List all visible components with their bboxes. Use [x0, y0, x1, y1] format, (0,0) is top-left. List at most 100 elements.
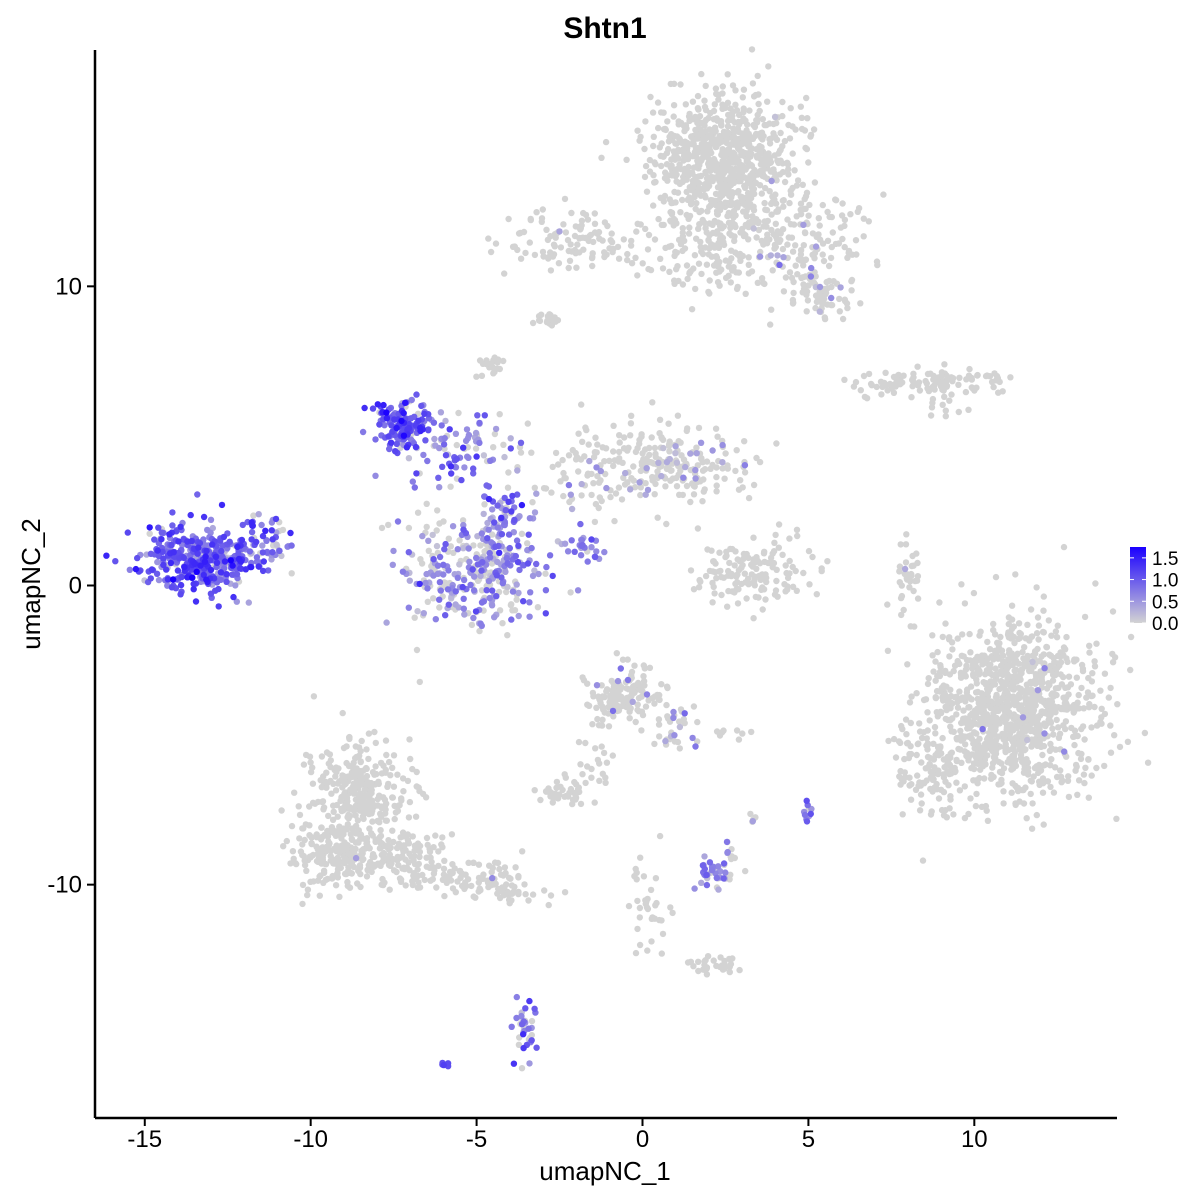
scatter-point — [643, 465, 650, 472]
scatter-point — [913, 690, 920, 697]
scatter-point — [701, 219, 708, 226]
scatter-point — [820, 295, 828, 303]
scatter-point — [504, 560, 511, 567]
scatter-point — [772, 220, 779, 227]
scatter-point — [427, 854, 434, 861]
scatter-point — [1074, 791, 1081, 798]
scatter-point — [625, 902, 633, 910]
scatter-point — [800, 221, 807, 228]
scatter-point — [245, 599, 252, 606]
scatter-point — [931, 723, 939, 731]
scatter-point — [154, 558, 161, 566]
scatter-point — [660, 198, 667, 205]
scatter-point — [916, 720, 923, 727]
scatter-point — [764, 217, 771, 225]
scatter-point — [513, 581, 520, 588]
scatter-point — [439, 844, 446, 851]
scatter-point — [925, 387, 933, 395]
scatter-point — [472, 429, 480, 437]
scatter-point — [1082, 764, 1089, 771]
scatter-point — [1064, 684, 1072, 691]
scatter-point — [632, 865, 639, 873]
scatter-point — [1085, 674, 1092, 682]
scatter-point — [799, 181, 806, 188]
scatter-point — [470, 859, 477, 866]
scatter-point — [735, 736, 743, 743]
scatter-point — [146, 530, 153, 537]
scatter-point — [836, 295, 843, 303]
scatter-point — [288, 570, 295, 577]
scatter-point — [568, 209, 575, 217]
scatter-point — [357, 758, 364, 765]
scatter-point — [749, 80, 757, 87]
scatter-point — [913, 550, 920, 557]
scatter-point — [1052, 746, 1059, 753]
scatter-point — [1063, 633, 1070, 641]
scatter-point — [439, 834, 446, 841]
scatter-point — [768, 177, 775, 185]
scatter-point — [685, 230, 693, 237]
scatter-point — [359, 856, 366, 864]
scatter-point — [1086, 642, 1093, 649]
scatter-point — [1052, 628, 1060, 635]
scatter-point — [385, 521, 392, 529]
scatter-point — [338, 807, 345, 815]
scatter-point — [624, 256, 631, 264]
scatter-point — [839, 235, 846, 243]
scatter-point — [556, 228, 563, 235]
scatter-point — [526, 1060, 533, 1067]
scatter-point — [1027, 606, 1035, 613]
scatter-point — [1016, 730, 1023, 737]
scatter-point — [465, 431, 473, 439]
scatter-point — [542, 570, 549, 577]
scatter-point — [1072, 767, 1079, 774]
scatter-point — [728, 572, 735, 580]
scatter-point — [759, 136, 766, 143]
scatter-point — [996, 685, 1003, 693]
scatter-point — [779, 245, 787, 253]
scatter-point — [1093, 764, 1100, 772]
scatter-point — [390, 752, 398, 759]
scatter-point — [651, 491, 658, 498]
scatter-point — [290, 855, 297, 862]
scatter-point — [803, 189, 811, 196]
scatter-point — [972, 738, 980, 745]
scatter-point — [566, 789, 573, 797]
scatter-point — [724, 603, 731, 610]
scatter-point — [733, 586, 740, 593]
scatter-point — [1073, 674, 1081, 681]
scatter-point — [577, 520, 584, 528]
scatter-point — [320, 869, 328, 876]
scatter-point — [780, 203, 787, 210]
scatter-point — [246, 548, 254, 555]
scatter-point — [619, 656, 627, 663]
scatter-point — [918, 800, 925, 807]
scatter-point — [632, 254, 639, 261]
scatter-point — [314, 846, 321, 853]
scatter-point — [684, 959, 692, 966]
scatter-point — [676, 745, 683, 752]
scatter-point — [713, 464, 720, 471]
scatter-point — [800, 242, 807, 249]
scatter-point — [984, 655, 991, 662]
scatter-point — [982, 372, 990, 380]
scatter-point — [531, 251, 539, 259]
scatter-point — [430, 844, 437, 851]
scatter-point — [659, 930, 667, 938]
scatter-point — [761, 199, 768, 207]
scatter-point — [955, 408, 962, 416]
scatter-point — [1024, 621, 1031, 628]
scatter-point — [737, 257, 744, 264]
scatter-point — [610, 448, 617, 455]
scatter-point — [924, 370, 932, 378]
scatter-point — [779, 98, 786, 106]
scatter-point — [694, 132, 702, 139]
scatter-point — [1060, 673, 1067, 681]
scatter-point — [934, 648, 941, 656]
scatter-point — [735, 118, 742, 126]
scatter-point — [564, 548, 572, 555]
scatter-point — [522, 891, 529, 898]
scatter-point — [385, 837, 392, 844]
scatter-point — [1061, 706, 1069, 713]
